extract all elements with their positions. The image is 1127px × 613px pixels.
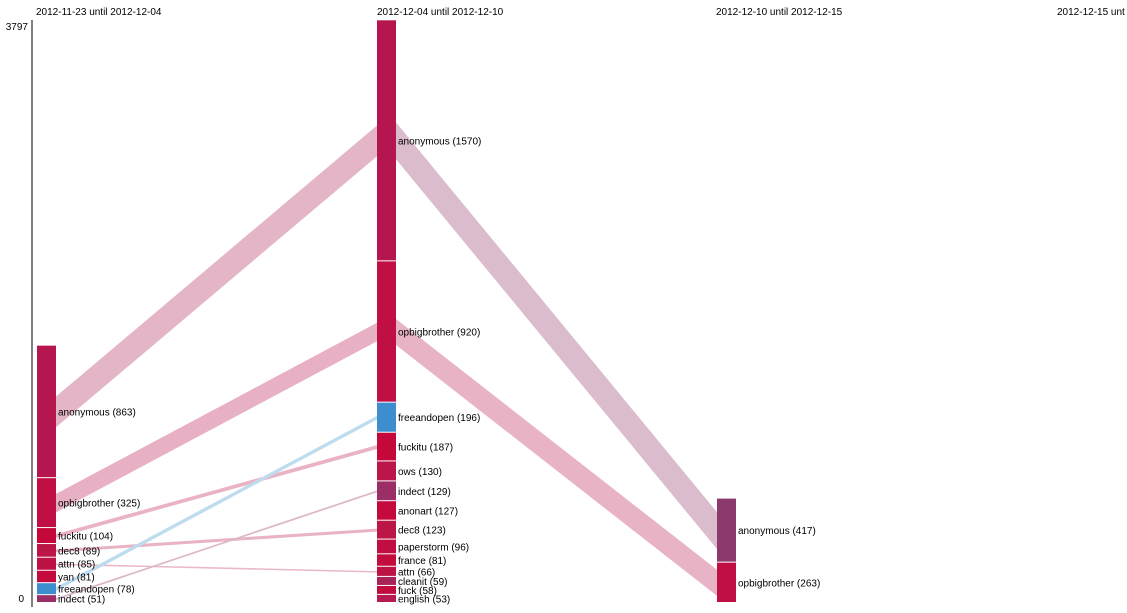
node-label-attn: attn (85): [58, 560, 95, 571]
node-bar-dec8: [37, 544, 56, 557]
link-anonymous-to-anonymous: [396, 122, 717, 550]
node-label-fuckitu: fuckitu (187): [398, 443, 453, 454]
node-bar-opbigbrother: [37, 478, 56, 528]
node-label-dec8: dec8 (123): [398, 526, 446, 537]
link-opbigbrother-to-opbigbrother: [396, 318, 717, 596]
node-bar-france: [377, 554, 396, 566]
node-label-anonymous: anonymous (417): [738, 526, 816, 537]
node-label-opbigbrother: opbigbrother (263): [738, 578, 820, 589]
node-label-freeandopen: freeandopen (78): [58, 585, 135, 596]
node-label-fuck: fuck (58): [398, 586, 437, 597]
node-label-anonart: anonart (127): [398, 506, 458, 517]
node-label-cleanit: cleanit (59): [398, 577, 447, 588]
node-bar-attn: [377, 566, 396, 576]
node-label-dec8: dec8 (89): [58, 546, 100, 557]
period-label-4: 2012-12-15 unt: [1057, 7, 1125, 18]
link-fuckitu-to-fuckitu: [56, 445, 377, 538]
node-label-ows: ows (130): [398, 467, 442, 478]
y-axis: 3797 0: [6, 20, 33, 607]
node-bar-indect: [377, 481, 396, 501]
node-bar-indect: [37, 595, 56, 602]
node-label-yan: yan (81): [58, 572, 95, 583]
node-bar-freeandopen: [377, 402, 396, 432]
node-label-english: english (53): [398, 594, 450, 605]
period-label-2: 2012-12-04 until 2012-12-10: [377, 7, 504, 18]
node-bar-yan: [37, 570, 56, 583]
node-bar-opbigbrother: [717, 562, 736, 602]
node-bar-opbigbrother: [377, 261, 396, 402]
node-bar-paperstorm: [377, 539, 396, 554]
node-bar-anonymous: [377, 20, 396, 261]
node-bar-fuckitu: [37, 528, 56, 544]
node-bar-fuck: [377, 585, 396, 594]
period-label-3: 2012-12-10 until 2012-12-15: [716, 7, 843, 18]
node-bar-attn: [37, 557, 56, 570]
node-label-anonymous: anonymous (863): [58, 407, 136, 418]
link-anonymous-to-anonymous: [56, 125, 377, 428]
node-label-indect: indect (129): [398, 487, 451, 498]
node-label-attn: attn (66): [398, 567, 435, 578]
nodes-layer: indect (51)freeandopen (78)yan (81)attn …: [37, 20, 820, 606]
node-bar-anonart: [377, 501, 396, 520]
node-bar-ows: [377, 461, 396, 481]
link-opbigbrother-to-opbigbrother: [56, 322, 377, 513]
node-bar-cleanit: [377, 576, 396, 585]
y-axis-min-label: 0: [18, 594, 24, 605]
node-label-fuckitu: fuckitu (104): [58, 532, 113, 543]
node-bar-fuckitu: [377, 432, 396, 461]
period-label-1: 2012-11-23 until 2012-12-04: [36, 7, 162, 18]
link-attn-to-attn: [56, 563, 377, 573]
node-bar-freeandopen: [37, 583, 56, 595]
node-label-anonymous: anonymous (1570): [398, 136, 481, 147]
period-labels: 2012-11-23 until 2012-12-04 2012-12-04 u…: [36, 7, 1125, 18]
y-axis-max-label: 3797: [6, 22, 29, 33]
node-label-paperstorm: paperstorm (96): [398, 542, 469, 553]
node-label-opbigbrother: opbigbrother (920): [398, 327, 480, 338]
node-bar-english: [377, 594, 396, 602]
node-label-opbigbrother: opbigbrother (325): [58, 499, 140, 510]
link-freeandopen-to-freeandopen: [56, 415, 377, 592]
link-indect-to-indect: [56, 490, 377, 601]
node-bar-dec8: [377, 520, 396, 539]
node-label-freeandopen: freeandopen (196): [398, 413, 480, 424]
node-bar-anonymous: [37, 345, 56, 478]
node-label-france: france (81): [398, 556, 446, 567]
node-bar-anonymous: [717, 498, 736, 562]
links-layer: [56, 122, 717, 601]
node-label-indect: indect (51): [58, 595, 105, 606]
